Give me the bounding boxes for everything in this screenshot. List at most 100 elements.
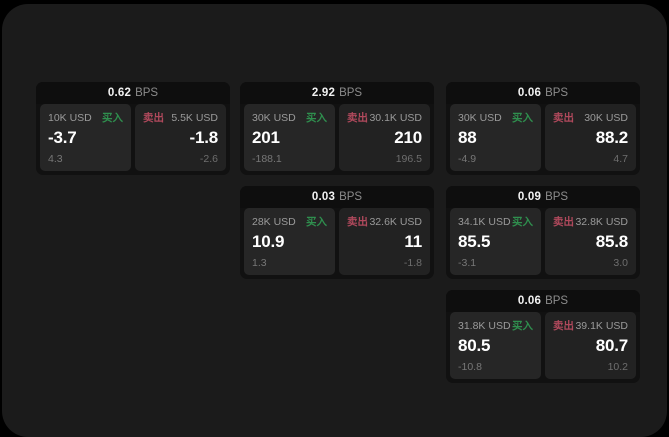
sell-size-label: 32.6K USD	[369, 215, 422, 228]
buy-delta: -10.8	[458, 361, 482, 373]
sell-price: 11	[404, 232, 422, 251]
bps-unit-label: BPS	[339, 87, 363, 99]
sell-tag[interactable]: 卖出	[553, 216, 574, 228]
sell-price: 210	[394, 128, 422, 147]
sell-price: 80.7	[595, 336, 628, 355]
quote-side-header: 卖出 30.1K USD	[347, 111, 422, 125]
quote-side-header: 卖出 30K USD	[553, 111, 628, 125]
quote-side-sell[interactable]: 卖出 39.1K USD 80.7 10.2	[545, 312, 636, 379]
quote-side-sell[interactable]: 卖出 32.8K USD 85.8 3.0	[545, 208, 636, 275]
sell-size-label: 5.5K USD	[171, 111, 218, 124]
quote-side-header: 卖出 39.1K USD	[553, 319, 628, 333]
quote-card-body: 30K USD 买入 88 -4.9 卖出 30K USD 88.2 4.7	[446, 104, 640, 175]
bps-value: 0.03	[311, 191, 336, 203]
sell-delta: -2.6	[199, 153, 218, 165]
quote-card[interactable]: 0.62 BPS 10K USD 买入 -3.7 4.3 卖出 5.5K USD -1.8 -2.…	[36, 82, 230, 175]
bps-unit-label: BPS	[339, 191, 363, 203]
sell-price: -1.8	[189, 128, 219, 147]
quote-card-header: 0.06 BPS	[446, 290, 640, 312]
bps-value: 0.06	[517, 295, 542, 307]
quote-card-header: 0.09 BPS	[446, 186, 640, 208]
sell-tag[interactable]: 卖出	[347, 112, 368, 124]
bps-value: 0.62	[107, 87, 132, 99]
quote-side-header: 卖出 32.6K USD	[347, 215, 422, 229]
buy-price: 10.9	[252, 232, 285, 251]
buy-tag[interactable]: 买入	[512, 112, 533, 124]
quote-side-header: 31.8K USD 买入	[458, 319, 533, 333]
quote-side-buy[interactable]: 31.8K USD 买入 80.5 -10.8	[450, 312, 541, 379]
quote-card[interactable]: 0.09 BPS 34.1K USD 买入 85.5 -3.1 卖出 32.8K USD 85.…	[446, 186, 640, 279]
bps-value: 0.06	[517, 87, 542, 99]
sell-tag[interactable]: 卖出	[143, 112, 164, 124]
bps-unit-label: BPS	[135, 87, 159, 99]
buy-price: 88	[458, 128, 477, 147]
sell-size-label: 30K USD	[584, 111, 628, 124]
quote-side-buy[interactable]: 30K USD 买入 88 -4.9	[450, 104, 541, 171]
sell-delta: 196.5	[395, 153, 422, 165]
quote-column-1: 0.62 BPS 10K USD 买入 -3.7 4.3 卖出 5.5K USD -1.8 -2.…	[36, 82, 230, 175]
quote-side-buy[interactable]: 10K USD 买入 -3.7 4.3	[40, 104, 131, 171]
quote-side-header: 30K USD 买入	[252, 111, 327, 125]
quote-side-header: 卖出 5.5K USD	[143, 111, 218, 125]
sell-delta: 4.7	[613, 153, 628, 165]
buy-size-label: 10K USD	[48, 111, 92, 124]
sell-delta: 10.2	[607, 361, 628, 373]
buy-price: 80.5	[458, 336, 491, 355]
quote-side-sell[interactable]: 卖出 30.1K USD 210 196.5	[339, 104, 430, 171]
quote-card[interactable]: 0.06 BPS 30K USD 买入 88 -4.9 卖出 30K USD 88.2 4.7	[446, 82, 640, 175]
quote-side-buy[interactable]: 30K USD 买入 201 -188.1	[244, 104, 335, 171]
bps-unit-label: BPS	[545, 295, 569, 307]
buy-price: 85.5	[458, 232, 491, 251]
quote-side-header: 卖出 32.8K USD	[553, 215, 628, 229]
quote-side-buy[interactable]: 28K USD 买入 10.9 1.3	[244, 208, 335, 275]
quote-side-header: 10K USD 买入	[48, 111, 123, 125]
buy-delta: -188.1	[252, 153, 282, 165]
sell-size-label: 30.1K USD	[369, 111, 422, 124]
quote-card-header: 0.62 BPS	[36, 82, 230, 104]
sell-price: 88.2	[595, 128, 628, 147]
bps-unit-label: BPS	[545, 87, 569, 99]
quote-side-sell[interactable]: 卖出 32.6K USD 11 -1.8	[339, 208, 430, 275]
sell-size-label: 39.1K USD	[575, 319, 628, 332]
sell-tag[interactable]: 卖出	[347, 216, 368, 228]
bps-unit-label: BPS	[545, 191, 569, 203]
buy-tag[interactable]: 买入	[512, 216, 533, 228]
buy-tag[interactable]: 买入	[306, 112, 327, 124]
quote-card[interactable]: 0.03 BPS 28K USD 买入 10.9 1.3 卖出 32.6K USD 11 -1.8	[240, 186, 434, 279]
sell-tag[interactable]: 卖出	[553, 320, 574, 332]
buy-tag[interactable]: 买入	[306, 216, 327, 228]
quote-side-buy[interactable]: 34.1K USD 买入 85.5 -3.1	[450, 208, 541, 275]
sell-delta: 3.0	[613, 257, 628, 269]
buy-size-label: 30K USD	[252, 111, 296, 124]
quote-card-body: 28K USD 买入 10.9 1.3 卖出 32.6K USD 11 -1.8	[240, 208, 434, 279]
quote-card[interactable]: 2.92 BPS 30K USD 买入 201 -188.1 卖出 30.1K USD 210 1…	[240, 82, 434, 175]
sell-price: 85.8	[595, 232, 628, 251]
buy-tag[interactable]: 买入	[512, 320, 533, 332]
quote-side-header: 34.1K USD 买入	[458, 215, 533, 229]
buy-size-label: 28K USD	[252, 215, 296, 228]
buy-delta: -3.1	[458, 257, 477, 269]
buy-price: 201	[252, 128, 280, 147]
buy-tag[interactable]: 买入	[102, 112, 123, 124]
sell-tag[interactable]: 卖出	[553, 112, 574, 124]
quote-side-sell[interactable]: 卖出 5.5K USD -1.8 -2.6	[135, 104, 226, 171]
buy-size-label: 34.1K USD	[458, 215, 511, 228]
bps-value: 2.92	[311, 87, 336, 99]
quote-card-header: 0.03 BPS	[240, 186, 434, 208]
buy-size-label: 31.8K USD	[458, 319, 511, 332]
quote-card-header: 2.92 BPS	[240, 82, 434, 104]
quote-side-sell[interactable]: 卖出 30K USD 88.2 4.7	[545, 104, 636, 171]
buy-size-label: 30K USD	[458, 111, 502, 124]
quote-card-body: 31.8K USD 买入 80.5 -10.8 卖出 39.1K USD 80.7 10.2	[446, 312, 640, 383]
buy-delta: -4.9	[458, 153, 477, 165]
quote-card-header: 0.06 BPS	[446, 82, 640, 104]
quote-card-body: 10K USD 买入 -3.7 4.3 卖出 5.5K USD -1.8 -2.6	[36, 104, 230, 175]
quote-card[interactable]: 0.06 BPS 31.8K USD 买入 80.5 -10.8 卖出 39.1K USD 80…	[446, 290, 640, 383]
bps-value: 0.09	[517, 191, 542, 203]
buy-price: -3.7	[48, 128, 77, 147]
buy-delta: 4.3	[48, 153, 63, 165]
quote-column-2: 2.92 BPS 30K USD 买入 201 -188.1 卖出 30.1K USD 210 1…	[240, 82, 434, 279]
quote-card-body: 30K USD 买入 201 -188.1 卖出 30.1K USD 210 196.5	[240, 104, 434, 175]
